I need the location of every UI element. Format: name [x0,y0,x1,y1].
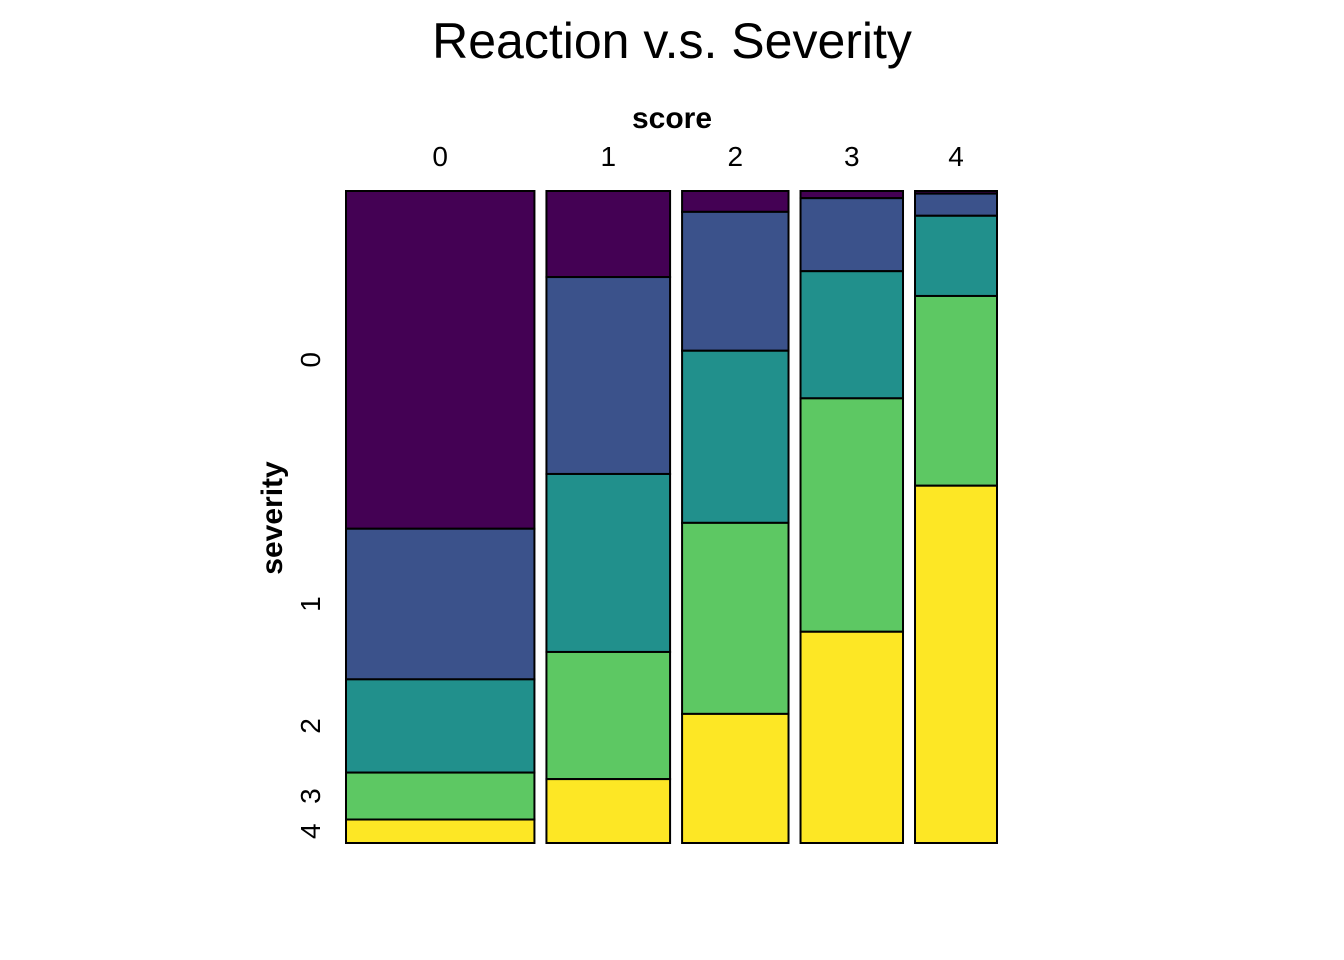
mosaic-cell-score-0-severity-1 [345,527,536,681]
y-tick-labels: 0 1 2 3 4 [295,352,326,839]
x-tick-label: 2 [728,141,744,172]
x-tick-label: 1 [600,141,616,172]
chart-title: Reaction v.s. Severity [432,13,912,69]
x-tick-label: 3 [844,141,860,172]
mosaic-cell-score-1-severity-2 [545,472,672,653]
mosaic-cell-score-3-severity-3 [799,397,905,633]
mosaic-cell-score-2-severity-0 [681,190,790,213]
x-tick-label: 0 [432,141,448,172]
mosaic-cell-score-4-severity-1 [914,192,999,217]
mosaic-cell-score-2-severity-2 [681,349,790,524]
mosaic-cell-score-0-severity-2 [345,678,536,774]
mosaic-cell-score-0-severity-3 [345,771,536,821]
mosaic-cell-score-3-severity-0 [799,190,905,200]
mosaic-cell-score-1-severity-0 [545,190,672,279]
mosaic-cell-score-3-severity-1 [799,197,905,273]
mosaic-cell-score-1-severity-1 [545,276,672,475]
y-tick-label: 1 [295,596,326,612]
mosaic-cell-score-2-severity-3 [681,521,790,715]
mosaic-cell-score-3-severity-2 [799,270,905,400]
x-tick-labels: 0 1 2 3 4 [432,141,963,172]
mosaic-cell-score-0-severity-4 [345,818,536,845]
x-axis-label: score [632,102,712,135]
mosaic-cell-score-1-severity-3 [545,650,672,781]
mosaic-cell-score-4-severity-2 [914,214,999,297]
mosaic-cell-score-0-severity-0 [345,190,536,530]
x-tick-label: 4 [948,141,964,172]
mosaic-cell-score-1-severity-4 [545,778,672,845]
y-tick-label: 0 [295,352,326,368]
mosaic-cells [345,190,999,845]
y-axis-label: severity [256,461,289,575]
mosaic-cell-score-2-severity-1 [681,210,790,352]
mosaic-cell-score-2-severity-4 [681,712,790,844]
mosaic-cell-score-3-severity-4 [799,630,905,845]
mosaic-cell-score-4-severity-4 [914,484,999,844]
y-tick-label: 2 [295,718,326,734]
y-tick-label: 4 [295,823,326,839]
y-tick-label: 3 [295,788,326,804]
mosaic-cell-score-4-severity-3 [914,294,999,487]
